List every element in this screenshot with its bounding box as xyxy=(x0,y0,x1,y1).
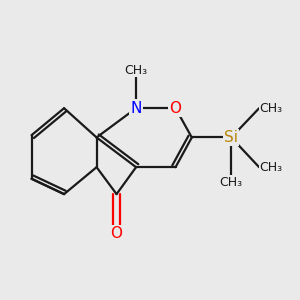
Text: Si: Si xyxy=(224,130,238,145)
Text: O: O xyxy=(169,101,181,116)
Text: CH₃: CH₃ xyxy=(259,161,282,174)
Text: O: O xyxy=(111,226,123,241)
Text: N: N xyxy=(130,101,142,116)
Text: CH₃: CH₃ xyxy=(259,102,282,115)
Text: CH₃: CH₃ xyxy=(124,64,148,76)
Text: CH₃: CH₃ xyxy=(220,176,243,188)
